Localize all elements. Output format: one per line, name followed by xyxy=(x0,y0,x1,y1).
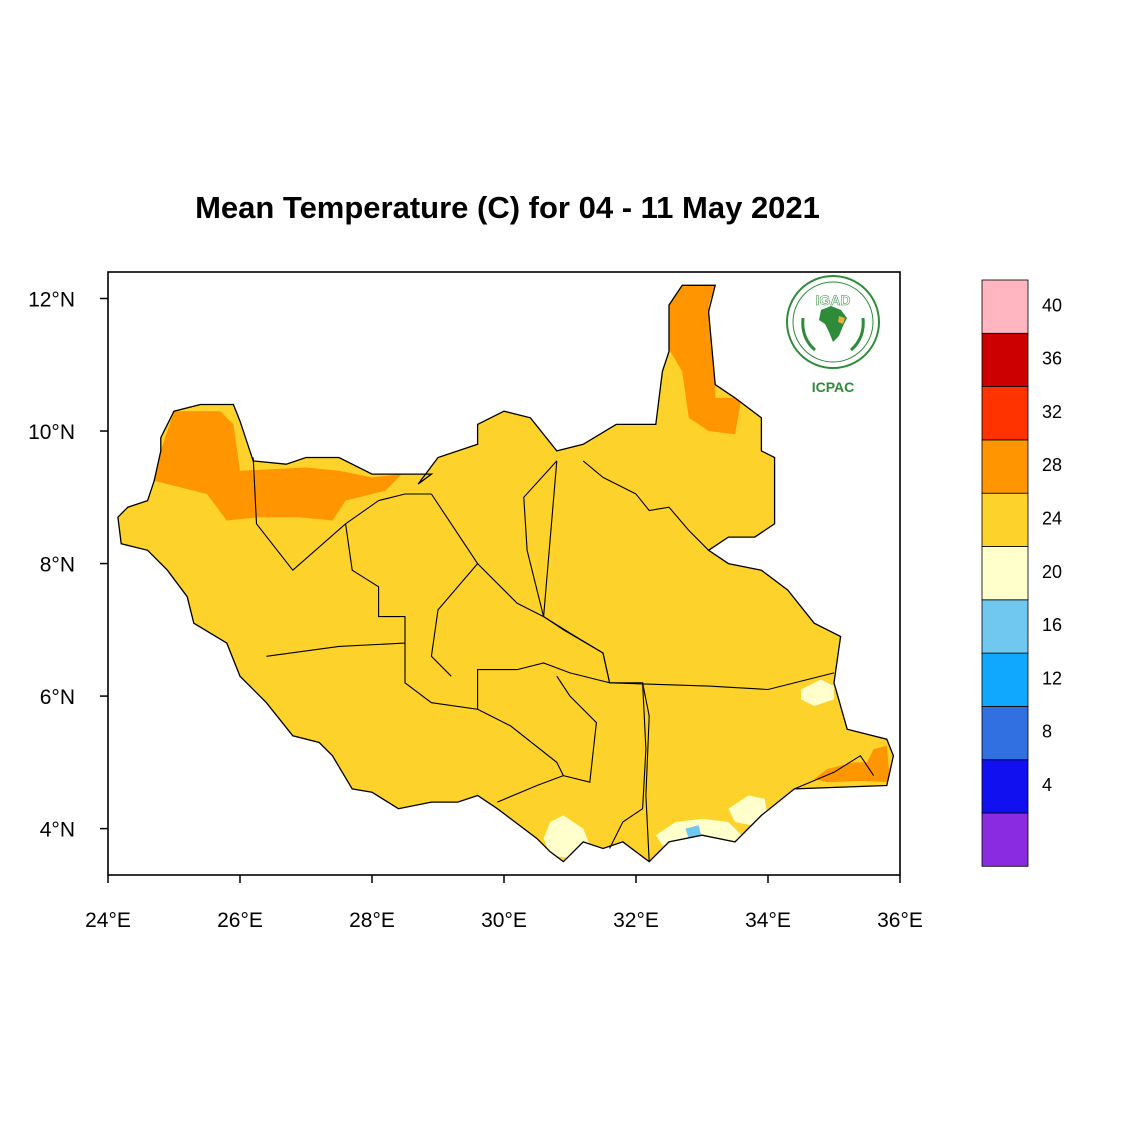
x-tick-label: 26°E xyxy=(217,909,263,932)
logo-bottom-text: ICPAC xyxy=(812,379,855,395)
colorbar-swatch xyxy=(981,706,1029,761)
colorbar-label: 28 xyxy=(1042,455,1062,475)
state-border-line xyxy=(642,682,650,862)
y-axis: 4°N 6°N 8°N 10°N 12°N xyxy=(28,289,108,842)
colorbar-label: 32 xyxy=(1042,402,1062,422)
state-border-line xyxy=(794,754,875,790)
x-tick-label: 36°E xyxy=(877,909,923,932)
state-borders xyxy=(252,457,875,862)
colorbar-swatch xyxy=(981,546,1029,601)
x-tick-label: 30°E xyxy=(481,909,527,932)
chart-title: Mean Temperature (C) for 04 - 11 May 202… xyxy=(195,190,820,225)
colorbar-label: 12 xyxy=(1042,668,1062,688)
y-tick-label: 4°N xyxy=(40,819,75,842)
colorbar-label: 16 xyxy=(1042,615,1062,635)
colorbar: 4 8 12 16 20 24 28 32 36 40 xyxy=(981,279,1062,867)
y-tick-label: 6°N xyxy=(40,686,75,709)
state-border-line xyxy=(430,460,558,618)
x-tick-label: 34°E xyxy=(745,909,791,932)
country-border xyxy=(117,284,895,863)
y-tick-label: 8°N xyxy=(40,554,75,577)
x-tick-label: 28°E xyxy=(349,909,395,932)
colorbar-swatch xyxy=(981,439,1029,494)
africa-map-icon xyxy=(819,306,847,342)
region-highlight-icon xyxy=(838,316,845,324)
temperature-region-16-20 xyxy=(685,825,702,839)
colorbar-label: 24 xyxy=(1042,509,1062,529)
colorbar-swatch xyxy=(981,652,1029,707)
x-axis: 24°E 26°E 28°E 30°E 32°E 34°E 36°E xyxy=(85,875,923,932)
colorbar-label: 8 xyxy=(1042,722,1052,742)
laurel-icon xyxy=(801,317,865,352)
colorbar-label: 20 xyxy=(1042,562,1062,582)
x-tick-label: 32°E xyxy=(613,909,659,932)
state-border-line xyxy=(430,563,479,677)
temperature-region-28-32 xyxy=(662,285,742,435)
colorbar-swatch xyxy=(981,759,1029,814)
colorbar-label: 40 xyxy=(1042,295,1062,315)
land-fill-24-28 xyxy=(117,285,894,862)
state-border-line xyxy=(582,460,709,551)
colorbar-swatch xyxy=(981,599,1029,654)
y-tick-label: 12°N xyxy=(28,289,75,312)
state-border-line xyxy=(609,682,647,849)
colorbar-swatch xyxy=(981,812,1029,867)
state-border-line xyxy=(523,460,835,691)
colorbar-label: 4 xyxy=(1042,775,1052,795)
colorbar-swatch xyxy=(981,332,1029,387)
temperature-region-20-24 xyxy=(801,679,834,706)
state-border-line xyxy=(477,708,565,803)
state-border-line xyxy=(266,642,406,657)
state-border-line xyxy=(556,675,597,783)
temperature-region-28-32 xyxy=(154,411,402,521)
colorbar-swatch xyxy=(981,492,1029,547)
logo-top-text: IGAD xyxy=(816,292,851,308)
colorbar-swatch xyxy=(981,279,1029,334)
y-tick-label: 10°N xyxy=(28,421,75,444)
x-tick-label: 24°E xyxy=(85,909,131,932)
colorbar-label: 36 xyxy=(1042,349,1062,369)
igad-icpac-logo: IGAD ICPAC xyxy=(786,275,880,395)
colorbar-swatch xyxy=(981,386,1029,441)
